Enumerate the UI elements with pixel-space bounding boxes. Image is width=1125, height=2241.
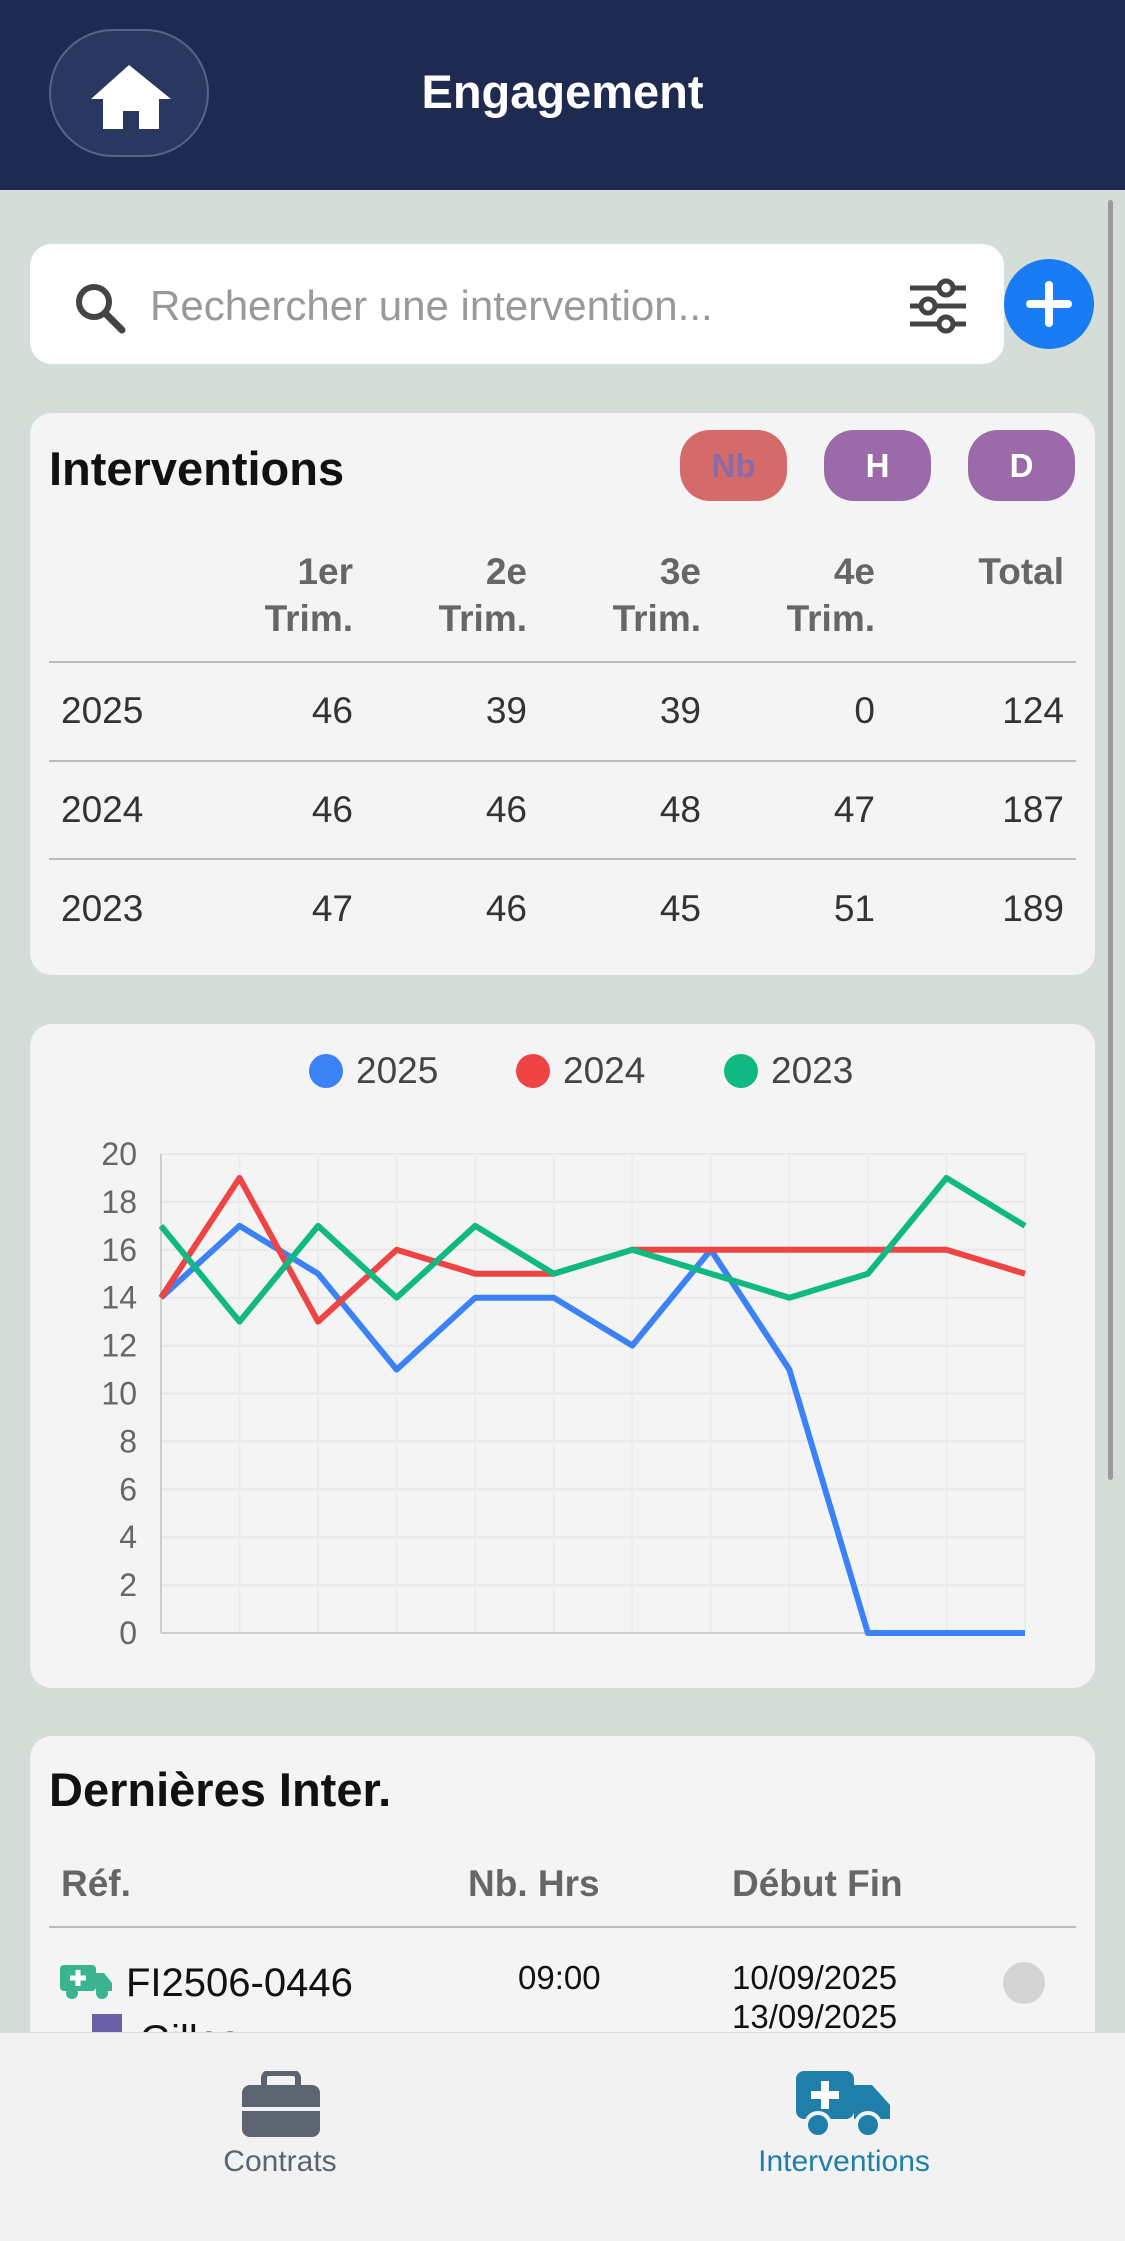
- column-header: Réf.: [61, 1863, 131, 1904]
- cell: 46: [485, 888, 527, 929]
- y-tick-label: 2: [119, 1567, 137, 1603]
- toggle-button[interactable]: H: [824, 430, 931, 501]
- page-title: Engagement: [421, 65, 704, 118]
- toggle-button[interactable]: D: [968, 430, 1075, 501]
- cell: 189: [1002, 888, 1064, 929]
- legend-label: 2024: [563, 1050, 645, 1091]
- search-placeholder: Rechercher une intervention...: [150, 282, 713, 329]
- row-year: 2023: [61, 888, 144, 929]
- y-tick-label: 16: [101, 1232, 137, 1268]
- nav-label[interactable]: Interventions: [758, 2145, 930, 2178]
- card-title: Interventions: [49, 442, 345, 495]
- card-title: Dernières Inter.: [49, 1763, 392, 1816]
- y-tick-label: 6: [119, 1471, 137, 1507]
- divider: [49, 1926, 1076, 1928]
- ref[interactable]: FI2506-0446: [126, 1961, 353, 2005]
- toggle-button[interactable]: Nb: [680, 430, 787, 501]
- column-header: Nb. Hrs: [468, 1863, 600, 1904]
- cell: 46: [311, 789, 353, 830]
- cell: 124: [1002, 690, 1064, 731]
- status-dot: [1003, 1962, 1045, 2004]
- row-year: 2025: [61, 690, 144, 731]
- legend-swatch: [309, 1054, 343, 1088]
- legend-swatch: [724, 1054, 758, 1088]
- row-year: 2024: [61, 789, 144, 830]
- home-button[interactable]: [49, 29, 209, 157]
- interventions-icon[interactable]: [796, 2065, 892, 2141]
- column-header: 3e Trim.: [612, 551, 701, 639]
- cell: 39: [659, 690, 701, 731]
- column-header: 4e Trim.: [786, 551, 875, 639]
- cell: 0: [854, 690, 875, 731]
- column-header: Début Fin: [732, 1863, 903, 1904]
- search-bar[interactable]: Rechercher une intervention...: [30, 244, 1004, 364]
- y-tick-label: 12: [101, 1328, 137, 1364]
- cell: 45: [659, 888, 701, 929]
- cell: 187: [1002, 789, 1064, 830]
- y-tick-label: 18: [101, 1184, 137, 1220]
- cell: 51: [833, 888, 875, 929]
- add-button[interactable]: [1004, 259, 1094, 349]
- cell: 48: [659, 789, 701, 830]
- scrollbar: [1108, 200, 1113, 1480]
- start-date: 10/09/2025: [732, 1959, 898, 1996]
- column-header: 1er Trim.: [264, 551, 353, 639]
- column-header: Total: [978, 551, 1064, 592]
- interventions-card: Interventions Nb H D 1er Trim. 2e Trim. 3e Tr…: [30, 413, 1095, 975]
- end-date: 13/09/2025: [732, 1998, 898, 2035]
- cell: 47: [311, 888, 353, 929]
- divider: [49, 661, 1076, 663]
- chart-card: 0 2 4 6 8 10 12 14 16 18 20 2025 2024 2023: [30, 1024, 1095, 1688]
- legend-swatch: [516, 1054, 550, 1088]
- header: Engagement: [0, 0, 1125, 190]
- y-tick-label: 14: [101, 1280, 137, 1316]
- divider: [49, 858, 1076, 860]
- nav-label[interactable]: Contrats: [223, 2145, 337, 2178]
- cell: 46: [311, 690, 353, 731]
- y-tick-label: 0: [119, 1615, 137, 1651]
- bottom-nav: Contrats Interventions: [0, 2032, 1125, 2241]
- search-icon: [76, 284, 126, 334]
- filter-icon[interactable]: [906, 278, 970, 334]
- legend-label: 2025: [356, 1050, 438, 1091]
- column-header: 2e Trim.: [438, 551, 527, 639]
- y-tick-label: 20: [101, 1136, 137, 1172]
- cell: 46: [485, 789, 527, 830]
- y-tick-label: 8: [119, 1423, 137, 1459]
- legend-label: 2023: [771, 1050, 853, 1091]
- y-tick-label: 10: [101, 1376, 137, 1412]
- contrats-icon[interactable]: [242, 2071, 320, 2137]
- series-line: [158, 1174, 1027, 1325]
- y-tick-label: 4: [119, 1519, 137, 1555]
- home-icon: [91, 65, 171, 129]
- chart: 0 2 4 6 8 10 12 14 16 18 20 2025 2024 2023: [101, 1050, 1027, 1651]
- cell: 47: [833, 789, 875, 830]
- hours: 09:00: [518, 1959, 601, 1996]
- cell: 39: [485, 690, 527, 731]
- ambulance-icon: [60, 1965, 112, 1999]
- series-line: [158, 1222, 1025, 1636]
- divider: [49, 760, 1076, 762]
